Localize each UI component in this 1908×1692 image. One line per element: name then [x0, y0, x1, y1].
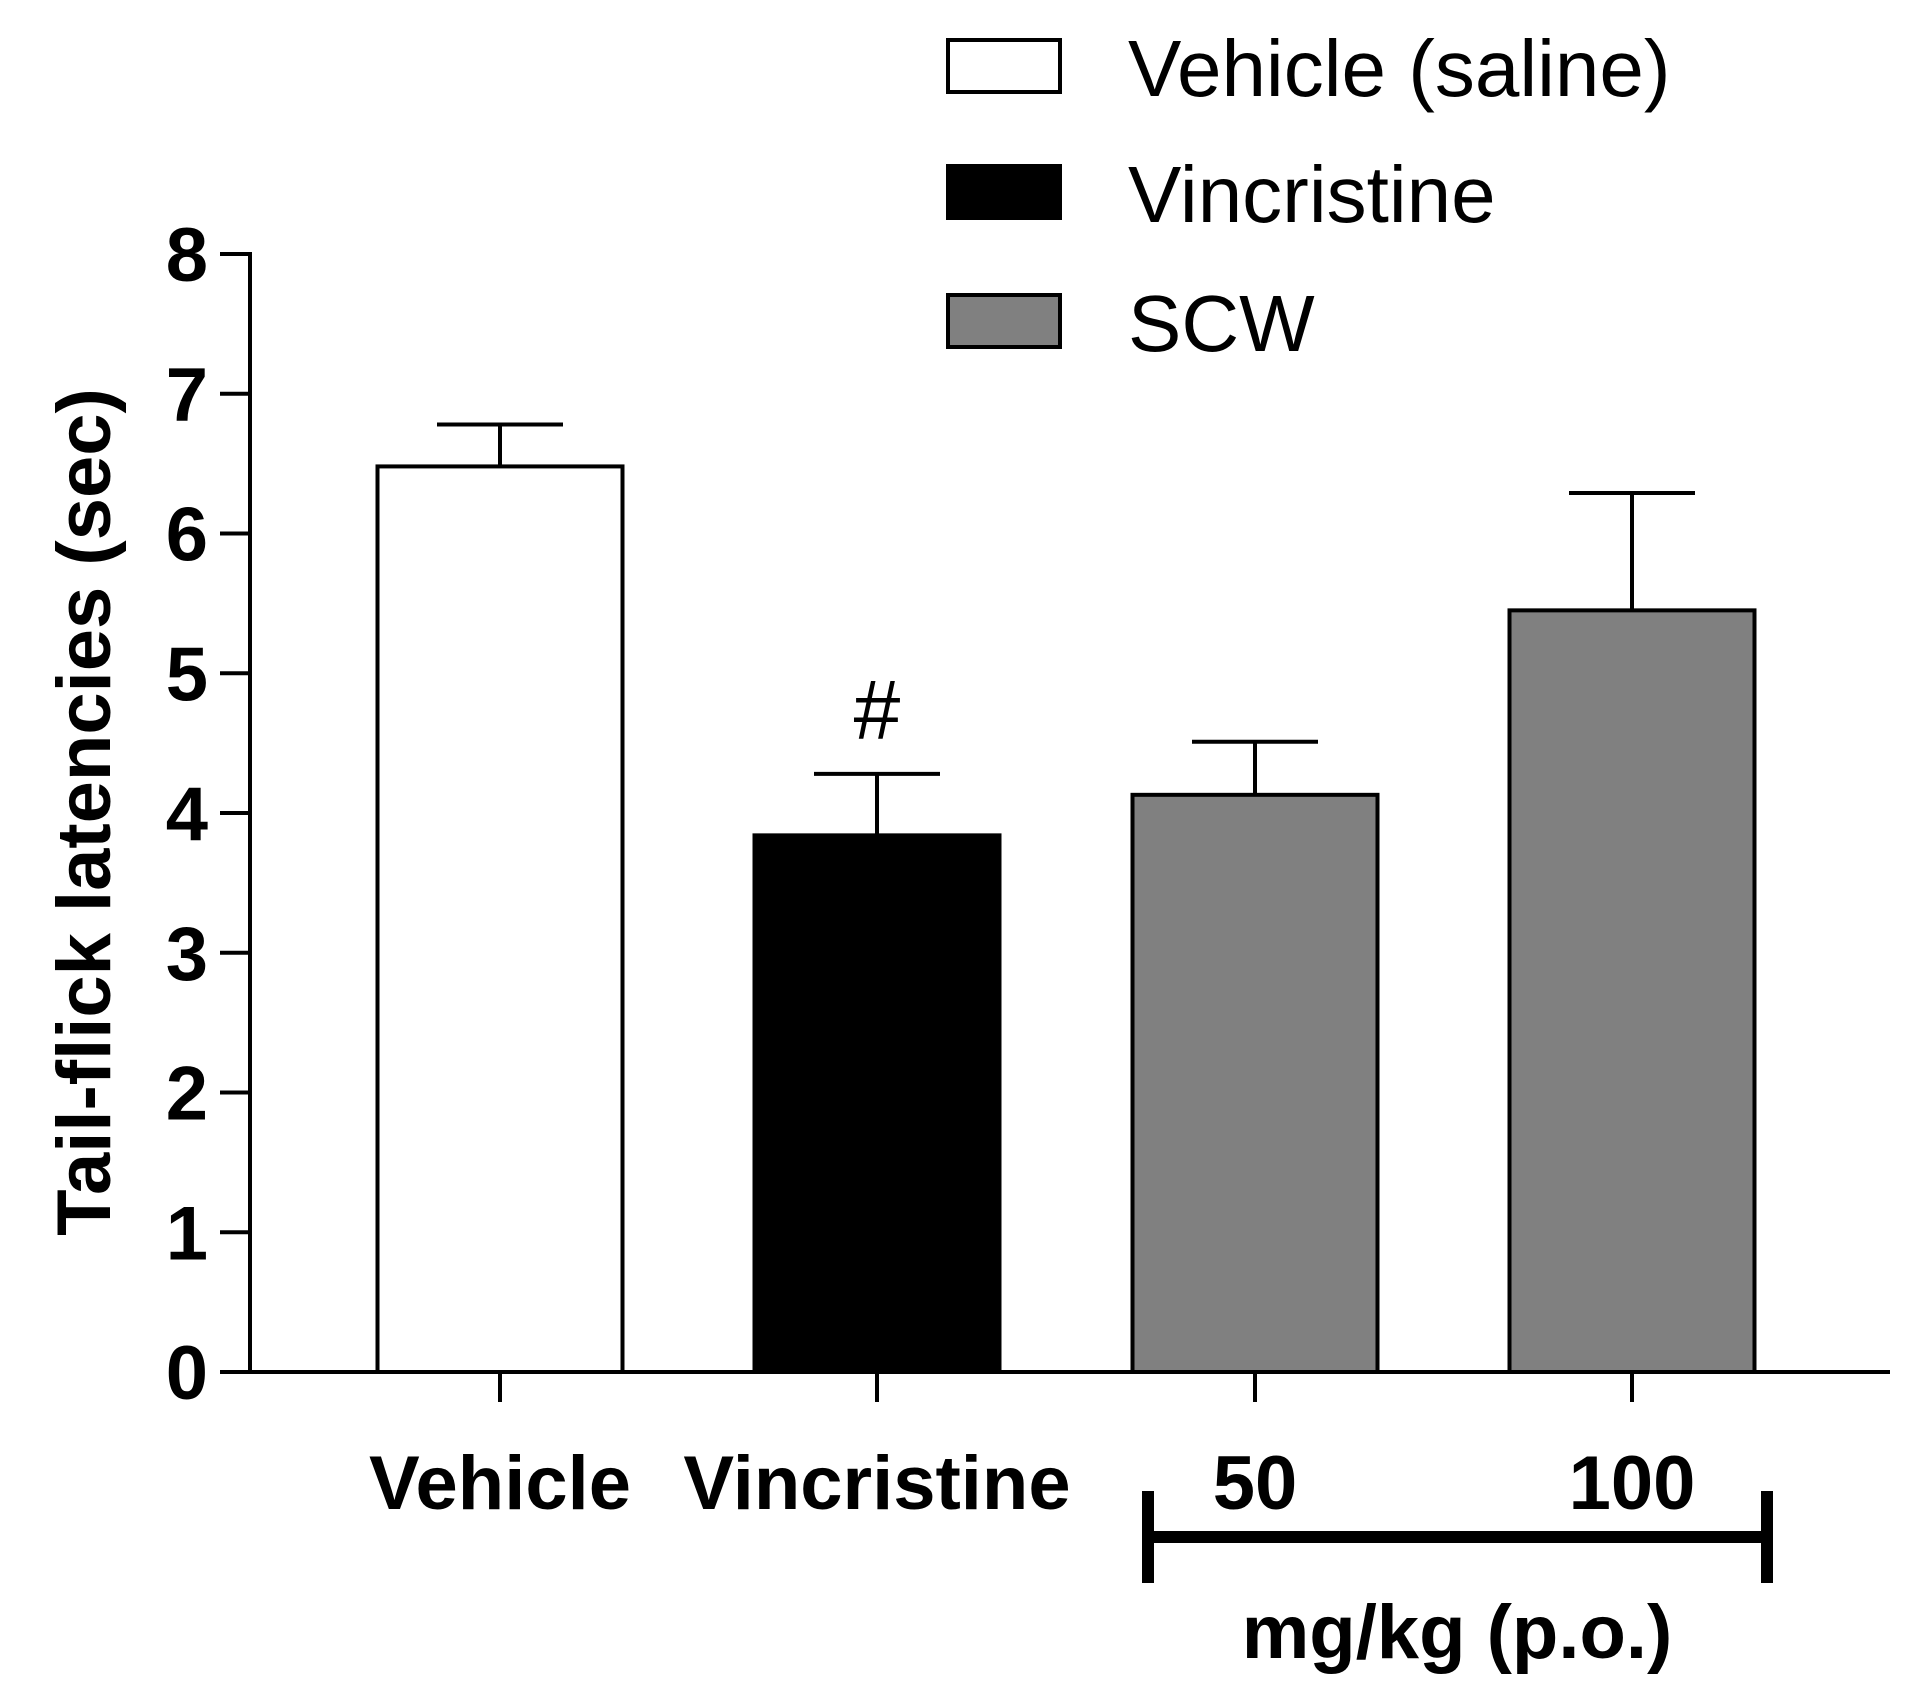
y-tick-label: 4: [166, 772, 208, 857]
bar-50: [1130, 792, 1380, 1374]
y-tick-label: 6: [166, 493, 208, 578]
legend-swatch-scw: [946, 293, 1062, 349]
y-tick-label: 8: [166, 213, 208, 298]
y-tick-label: 3: [166, 912, 208, 997]
bar-vincristine: [752, 833, 1002, 1374]
bar-100: [1507, 608, 1757, 1374]
legend-swatch-vehicle: [946, 38, 1062, 94]
significance-annotation: #: [854, 663, 901, 757]
legend: Vehicle (saline) Vincristine SCW: [946, 24, 1671, 368]
bar-vehicle: [375, 464, 625, 1375]
x-tick-label: Vincristine: [683, 1441, 1070, 1526]
x-ticks: Vehicle Vincristine 50 100: [369, 1372, 1695, 1526]
y-tick-label: 1: [166, 1191, 208, 1276]
y-tick-label: 0: [166, 1331, 208, 1416]
error-bars: [437, 422, 1695, 836]
x-tick-label: 100: [1569, 1441, 1696, 1526]
legend-label-scw: SCW: [1128, 279, 1315, 368]
x-tick-label: Vehicle: [369, 1441, 631, 1526]
y-axis-title: Tail-flick latencies (sec): [42, 388, 127, 1236]
y-tick-label: 2: [166, 1052, 208, 1137]
y-tick-label: 5: [166, 632, 208, 717]
legend-label-vincristine: Vincristine: [1128, 150, 1496, 239]
bars: [375, 464, 1757, 1375]
y-tick-label: 7: [166, 353, 208, 438]
dose-unit-label: mg/kg (p.o.): [1242, 1590, 1673, 1675]
legend-label-vehicle: Vehicle (saline): [1128, 24, 1671, 113]
legend-swatch-vincristine: [946, 164, 1062, 220]
x-tick-label: 50: [1213, 1441, 1298, 1526]
dose-bracket: [1142, 1491, 1773, 1583]
y-ticks: 0 1 2 3 4 5 6 7 8: [166, 213, 250, 1416]
